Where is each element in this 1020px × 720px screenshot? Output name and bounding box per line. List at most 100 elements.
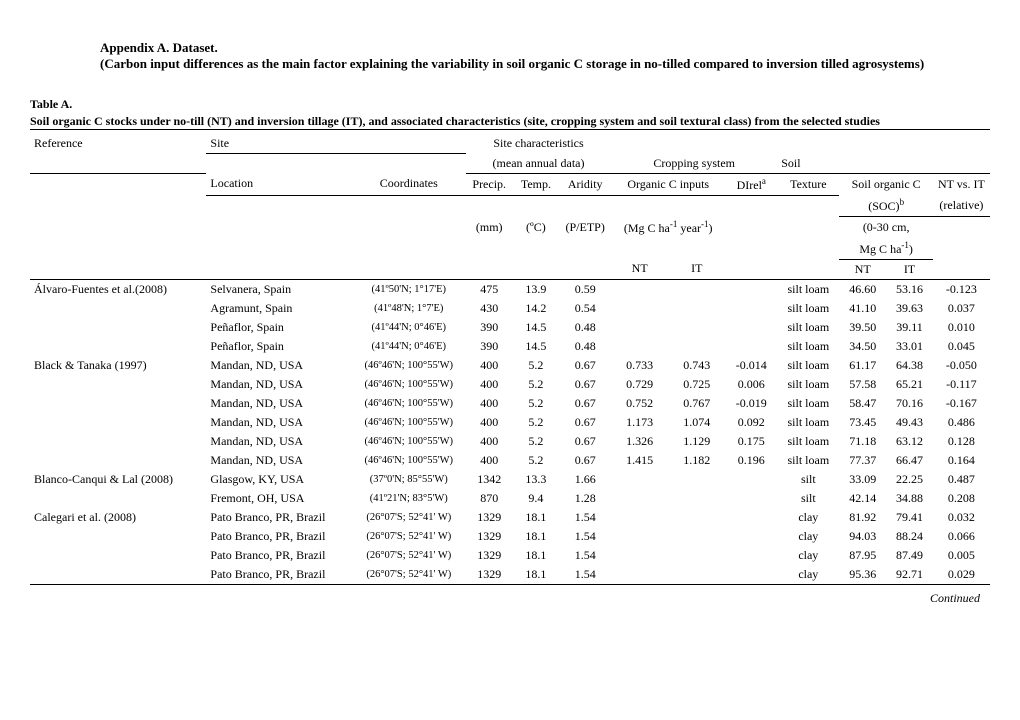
cell-precip: 1329 [466,546,513,565]
cell-loc: Pato Branco, PR, Brazil [206,508,351,527]
cell-temp: 9.4 [513,489,560,508]
table-row: Mandan, ND, USA(46º46'N; 100°55'W)4005.2… [30,432,990,451]
cell-rel: 0.045 [933,337,990,356]
cell-direl [725,565,777,585]
sub-it-1: IT [668,259,725,279]
cell-temp: 5.2 [513,356,560,375]
cell-ref [30,565,206,585]
h-soc2: (SOC)b [839,195,932,217]
cell-tex: silt loam [777,356,839,375]
cell-loc: Mandan, ND, USA [206,394,351,413]
h-sitechar1: Site characteristics [466,134,611,154]
cell-coord: (26°07'S; 52°41' W) [352,565,466,585]
u-soc2: Mg C ha-1) [839,238,932,260]
cell-ref [30,318,206,337]
cell-tex: clay [777,546,839,565]
cell-it: 1.074 [668,413,725,432]
cell-soc-it: 92.71 [886,565,933,585]
cell-rel: 0.164 [933,451,990,470]
cell-it [668,527,725,546]
cell-nt: 0.733 [611,356,668,375]
table-head: Reference Site Site characteristics Crop… [30,134,990,279]
cell-soc-it: 88.24 [886,527,933,546]
cell-precip: 430 [466,299,513,318]
cell-nt [611,565,668,585]
cell-direl [725,279,777,299]
cell-loc: Selvanera, Spain [206,279,351,299]
cell-direl [725,318,777,337]
cell-rel: 0.032 [933,508,990,527]
cell-arid: 1.54 [559,565,611,585]
cell-soc-it: 22.25 [886,470,933,489]
cell-ref [30,299,206,318]
cell-soc-it: 65.21 [886,375,933,394]
table-row: Mandan, ND, USA(46º46'N; 100°55'W)4005.2… [30,375,990,394]
cell-arid: 0.67 [559,413,611,432]
cell-ref [30,337,206,356]
h-ntit: NT vs. IT [933,173,990,195]
cell-temp: 18.1 [513,527,560,546]
cell-ref: Álvaro-Fuentes et al.(2008) [30,279,206,299]
cell-temp: 5.2 [513,451,560,470]
cell-ref [30,413,206,432]
h-site: Site [206,134,465,154]
cell-coord: (41º50'N; 1°17'E) [352,279,466,299]
h-direl: DIrela [725,173,777,195]
cell-coord: (46º46'N; 100°55'W) [352,413,466,432]
cell-temp: 5.2 [513,375,560,394]
cell-coord: (26°07'S; 52°41' W) [352,508,466,527]
cell-temp: 5.2 [513,394,560,413]
cell-soc-it: 66.47 [886,451,933,470]
cell-coord: (46º46'N; 100°55'W) [352,451,466,470]
cell-loc: Mandan, ND, USA [206,375,351,394]
cell-precip: 1342 [466,470,513,489]
cell-nt [611,527,668,546]
table-row: Agramunt, Spain(41º48'N; 1°7'E)43014.20.… [30,299,990,318]
table-row: Blanco-Canqui & Lal (2008)Glasgow, KY, U… [30,470,990,489]
cell-precip: 400 [466,356,513,375]
cell-nt [611,337,668,356]
cell-soc-it: 39.63 [886,299,933,318]
cell-soc-nt: 77.37 [839,451,886,470]
cell-precip: 390 [466,337,513,356]
appendix-subtitle: (Carbon input differences as the main fa… [100,56,990,72]
cell-ref [30,451,206,470]
cell-precip: 400 [466,394,513,413]
cell-soc-it: 39.11 [886,318,933,337]
cell-rel: -0.117 [933,375,990,394]
cell-direl [725,470,777,489]
cell-arid: 0.59 [559,279,611,299]
cell-direl: -0.019 [725,394,777,413]
cell-nt [611,489,668,508]
cell-arid: 0.67 [559,451,611,470]
h-texture: Texture [777,173,839,195]
cell-rel: -0.123 [933,279,990,299]
table-row: Álvaro-Fuentes et al.(2008)Selvanera, Sp… [30,279,990,299]
sub-it-2: IT [886,259,933,279]
cell-direl [725,299,777,318]
cell-rel: 0.486 [933,413,990,432]
cell-nt: 0.729 [611,375,668,394]
cell-temp: 18.1 [513,565,560,585]
cell-nt: 1.415 [611,451,668,470]
cell-soc-nt: 34.50 [839,337,886,356]
cell-arid: 0.67 [559,356,611,375]
cell-temp: 13.9 [513,279,560,299]
cell-coord: (41º48'N; 1°7'E) [352,299,466,318]
cell-soc-nt: 46.60 [839,279,886,299]
cell-coord: (46º46'N; 100°55'W) [352,394,466,413]
h-orgc: Organic C inputs [611,173,725,195]
cell-it: 1.129 [668,432,725,451]
cell-coord: (26°07'S; 52°41' W) [352,527,466,546]
cell-loc: Pato Branco, PR, Brazil [206,527,351,546]
cell-ref [30,546,206,565]
sub-nt-1: NT [611,259,668,279]
cell-soc-it: 34.88 [886,489,933,508]
continued-label: Continued [30,585,990,606]
cell-arid: 1.66 [559,470,611,489]
cell-direl: 0.175 [725,432,777,451]
cell-soc-nt: 94.03 [839,527,886,546]
cell-tex: silt loam [777,375,839,394]
cell-coord: (41º44'N; 0°46'E) [352,318,466,337]
cell-loc: Fremont, OH, USA [206,489,351,508]
